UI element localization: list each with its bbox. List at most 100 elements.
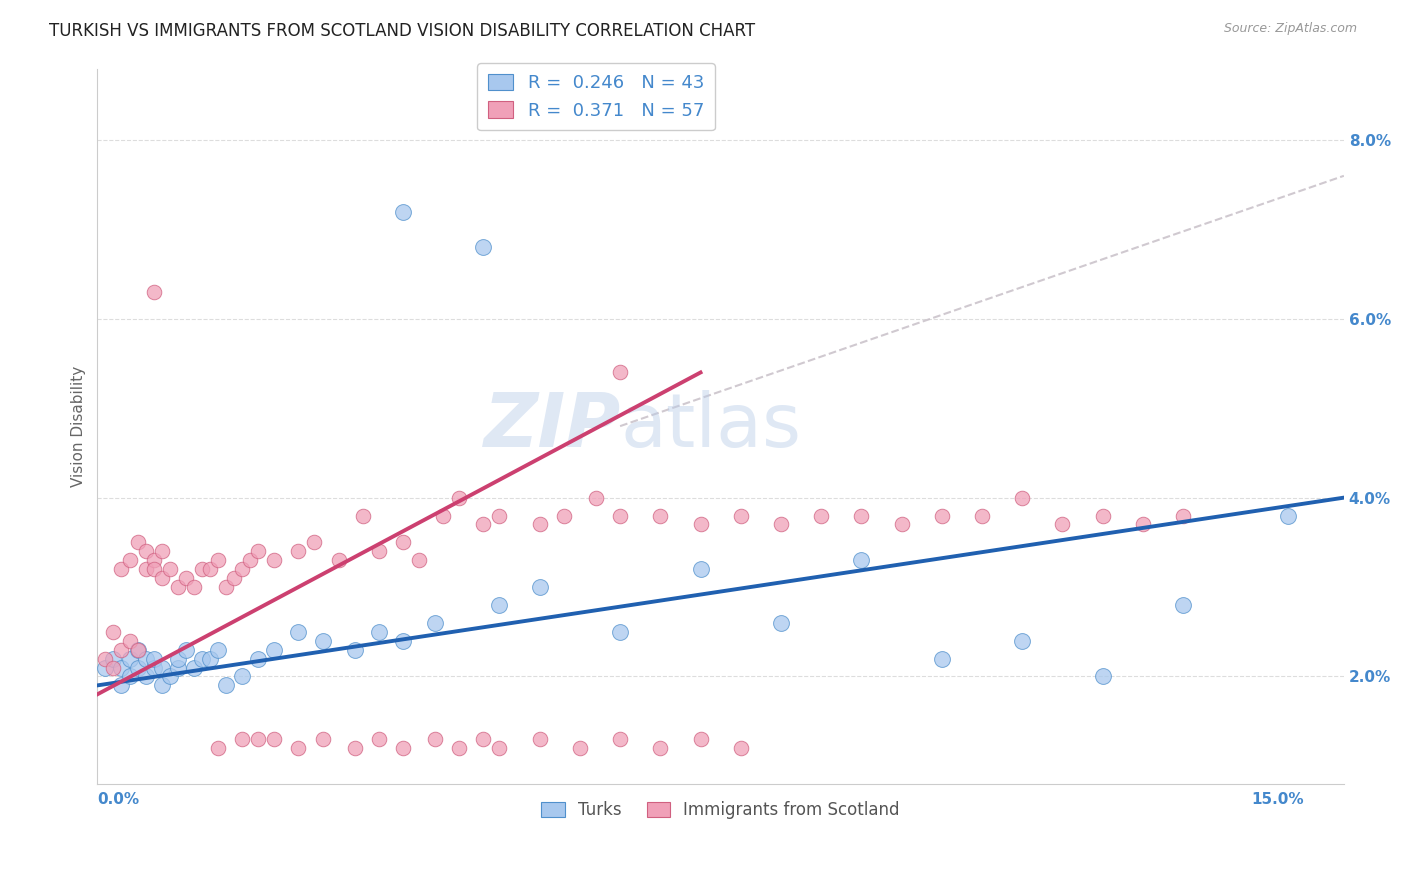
Point bbox=[110, 562, 132, 576]
Point bbox=[287, 741, 309, 756]
Point bbox=[118, 553, 141, 567]
Point bbox=[231, 732, 253, 747]
Point bbox=[488, 598, 510, 612]
Point bbox=[159, 669, 181, 683]
Point bbox=[609, 508, 631, 523]
Point bbox=[689, 562, 711, 576]
Point bbox=[1171, 598, 1194, 612]
Point bbox=[127, 642, 149, 657]
Point bbox=[432, 508, 454, 523]
Point bbox=[367, 624, 389, 639]
Point bbox=[231, 562, 253, 576]
Point bbox=[931, 508, 953, 523]
Point bbox=[110, 642, 132, 657]
Point bbox=[118, 633, 141, 648]
Point bbox=[769, 517, 792, 532]
Point bbox=[142, 553, 165, 567]
Point bbox=[222, 571, 245, 585]
Point bbox=[183, 660, 205, 674]
Point bbox=[609, 624, 631, 639]
Point bbox=[94, 660, 117, 674]
Point bbox=[851, 553, 873, 567]
Point bbox=[423, 615, 446, 630]
Point bbox=[367, 544, 389, 558]
Point bbox=[191, 651, 214, 665]
Point bbox=[449, 741, 471, 756]
Legend: Turks, Immigrants from Scotland: Turks, Immigrants from Scotland bbox=[534, 794, 907, 825]
Point bbox=[150, 571, 173, 585]
Point bbox=[191, 562, 214, 576]
Point bbox=[423, 732, 446, 747]
Point bbox=[142, 562, 165, 576]
Point bbox=[328, 553, 350, 567]
Point bbox=[118, 669, 141, 683]
Point bbox=[529, 517, 551, 532]
Point bbox=[488, 508, 510, 523]
Point bbox=[198, 562, 221, 576]
Point bbox=[239, 553, 262, 567]
Point bbox=[488, 741, 510, 756]
Point bbox=[174, 642, 197, 657]
Point bbox=[392, 741, 415, 756]
Text: 0.0%: 0.0% bbox=[97, 792, 139, 807]
Point bbox=[127, 642, 149, 657]
Point bbox=[287, 544, 309, 558]
Point bbox=[392, 535, 415, 549]
Point bbox=[127, 535, 149, 549]
Point bbox=[343, 741, 366, 756]
Point bbox=[609, 366, 631, 380]
Point bbox=[311, 732, 333, 747]
Point bbox=[135, 669, 157, 683]
Point bbox=[207, 741, 229, 756]
Point bbox=[568, 741, 591, 756]
Text: TURKISH VS IMMIGRANTS FROM SCOTLAND VISION DISABILITY CORRELATION CHART: TURKISH VS IMMIGRANTS FROM SCOTLAND VISI… bbox=[49, 22, 755, 40]
Point bbox=[247, 732, 270, 747]
Point bbox=[1171, 508, 1194, 523]
Point bbox=[127, 660, 149, 674]
Text: Source: ZipAtlas.com: Source: ZipAtlas.com bbox=[1223, 22, 1357, 36]
Point bbox=[311, 633, 333, 648]
Point bbox=[150, 544, 173, 558]
Point bbox=[215, 580, 238, 594]
Point bbox=[1011, 491, 1033, 505]
Point bbox=[304, 535, 326, 549]
Point bbox=[730, 508, 752, 523]
Point bbox=[769, 615, 792, 630]
Point bbox=[142, 651, 165, 665]
Point bbox=[810, 508, 832, 523]
Point bbox=[650, 741, 672, 756]
Point bbox=[183, 580, 205, 594]
Point bbox=[103, 660, 125, 674]
Point bbox=[931, 651, 953, 665]
Point bbox=[174, 571, 197, 585]
Point bbox=[529, 580, 551, 594]
Point bbox=[198, 651, 221, 665]
Point bbox=[449, 491, 471, 505]
Point bbox=[135, 651, 157, 665]
Point bbox=[135, 544, 157, 558]
Point bbox=[263, 553, 285, 567]
Point bbox=[150, 678, 173, 692]
Point bbox=[689, 732, 711, 747]
Point bbox=[1052, 517, 1074, 532]
Point bbox=[352, 508, 374, 523]
Point bbox=[851, 508, 873, 523]
Point bbox=[247, 651, 270, 665]
Point bbox=[135, 562, 157, 576]
Point bbox=[890, 517, 912, 532]
Point bbox=[1011, 633, 1033, 648]
Point bbox=[207, 553, 229, 567]
Point bbox=[166, 580, 188, 594]
Point bbox=[207, 642, 229, 657]
Point bbox=[529, 732, 551, 747]
Point bbox=[472, 240, 495, 254]
Point bbox=[103, 624, 125, 639]
Point bbox=[730, 741, 752, 756]
Point bbox=[1277, 508, 1299, 523]
Point bbox=[1091, 669, 1114, 683]
Point bbox=[263, 732, 285, 747]
Point bbox=[166, 660, 188, 674]
Point bbox=[215, 678, 238, 692]
Point bbox=[585, 491, 607, 505]
Point bbox=[1132, 517, 1154, 532]
